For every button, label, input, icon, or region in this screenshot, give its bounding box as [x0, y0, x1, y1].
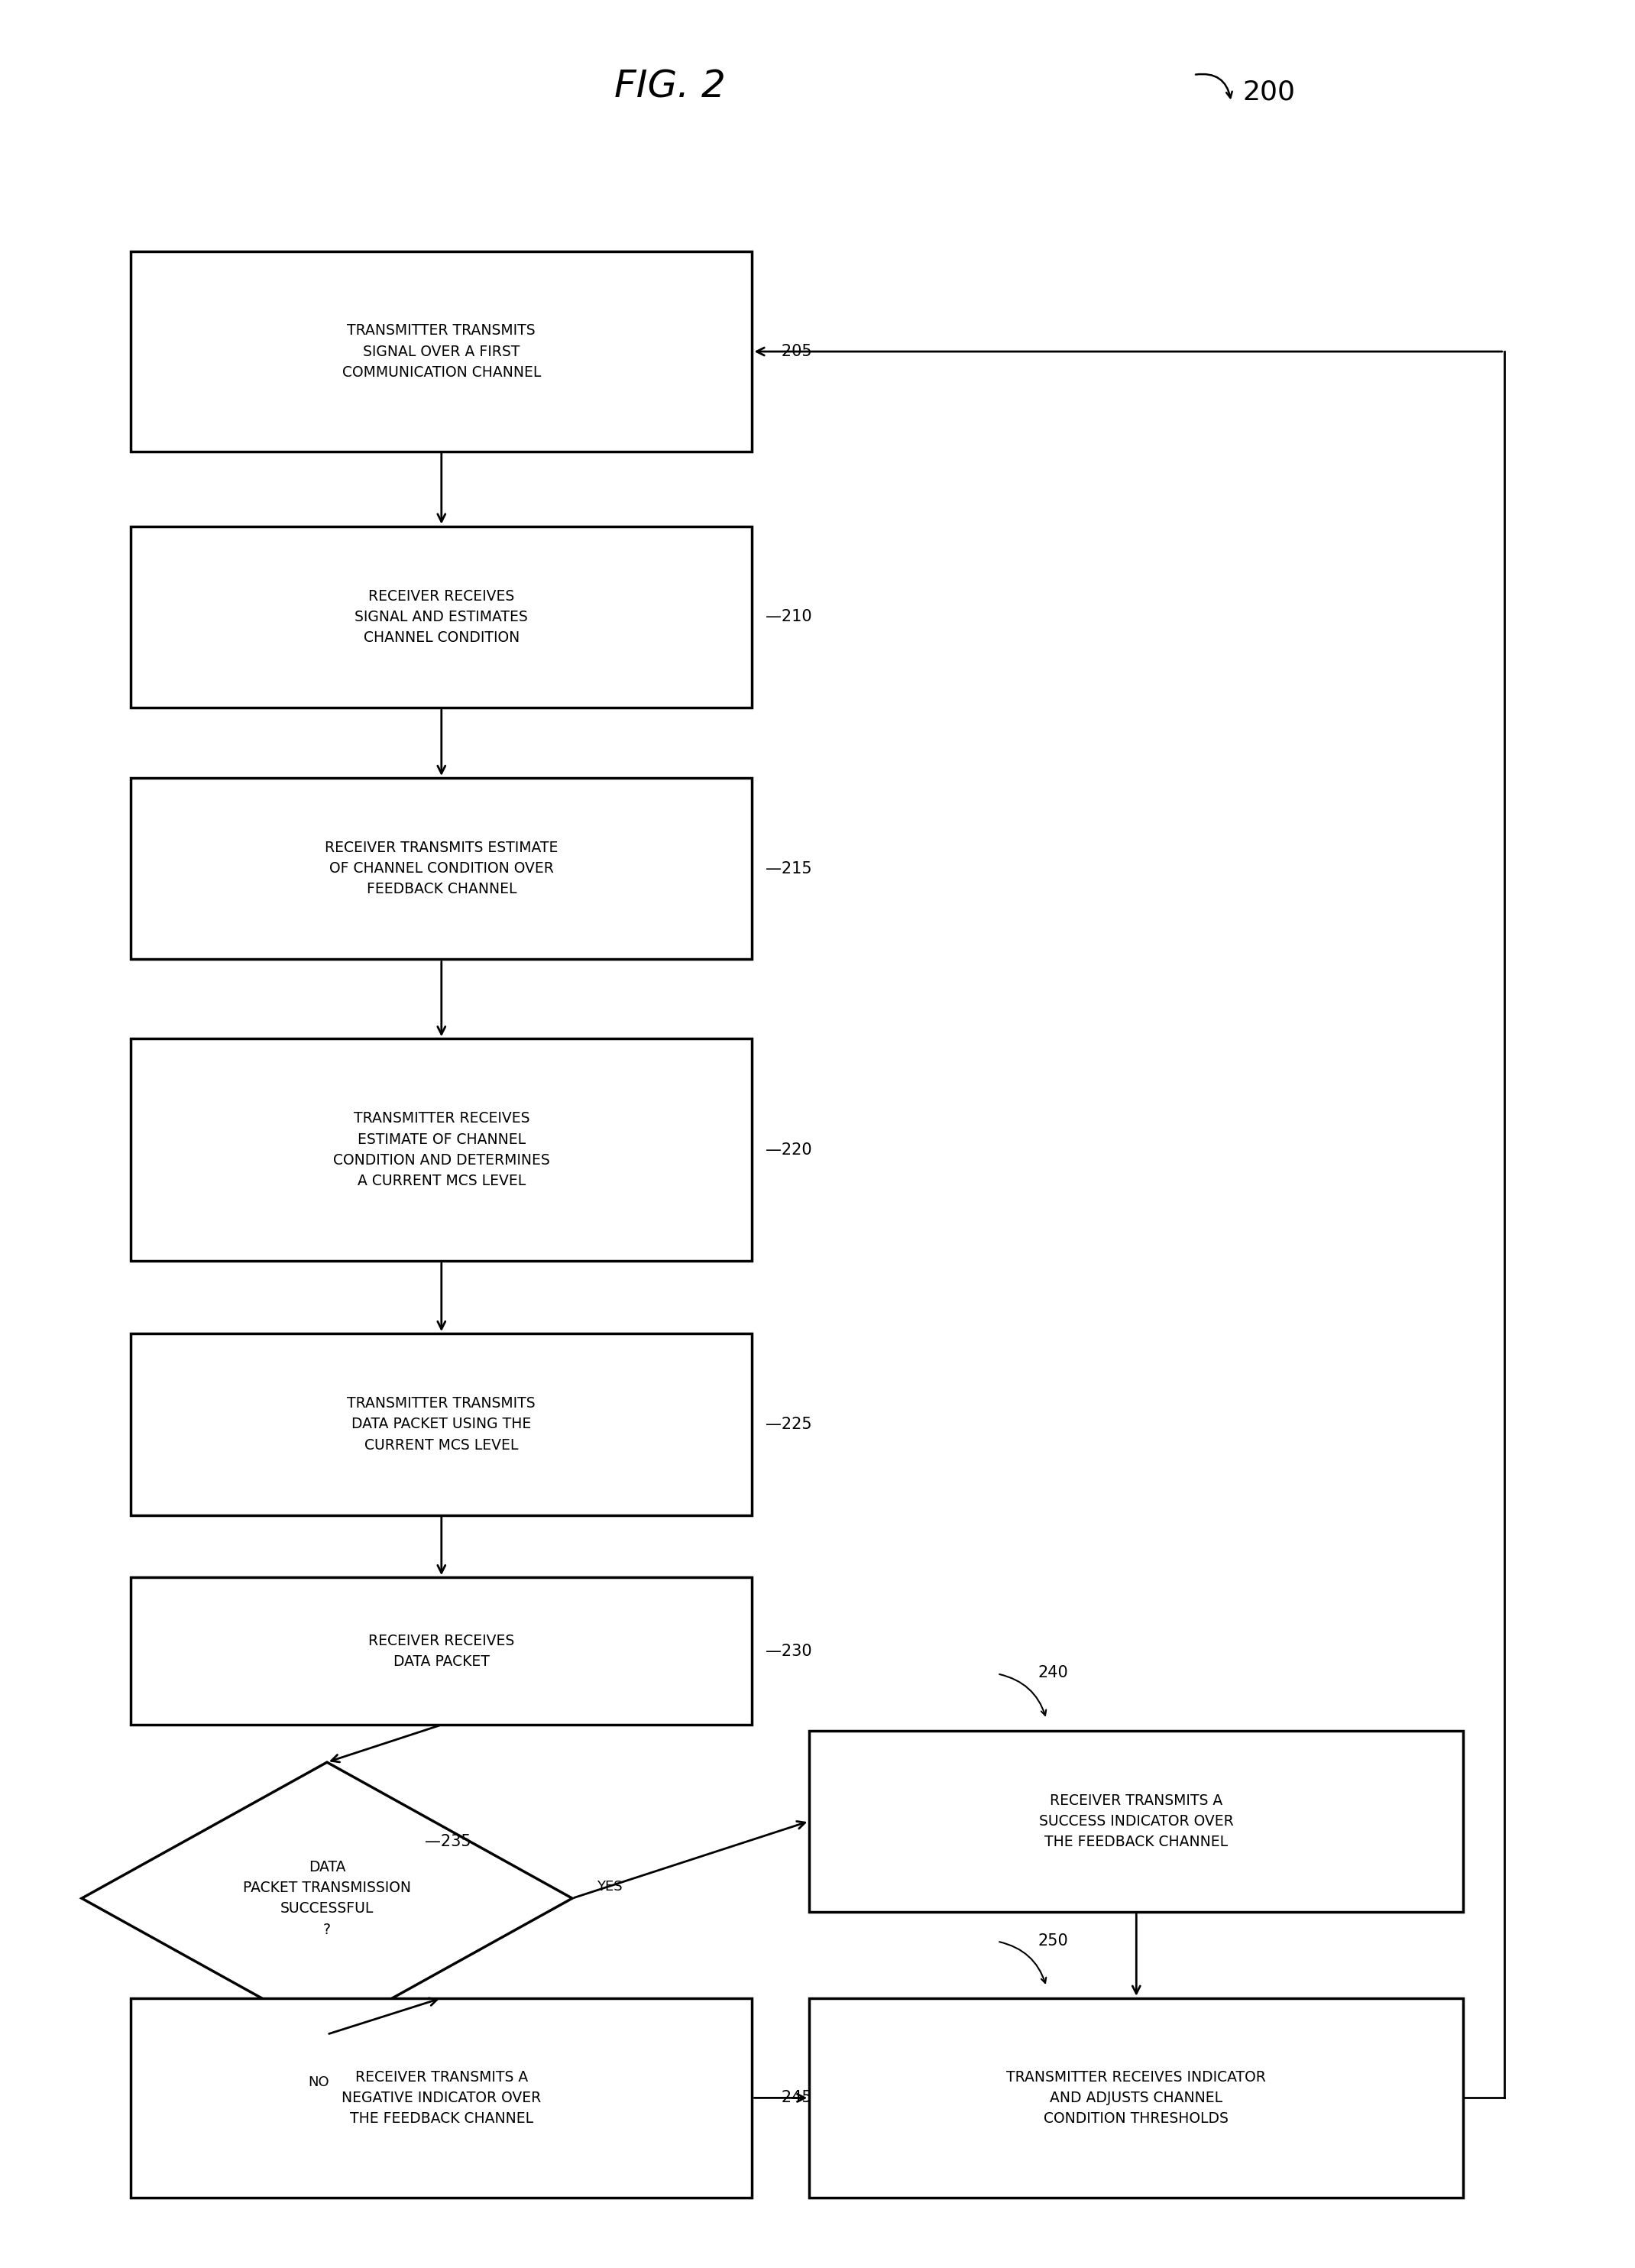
- Text: 200: 200: [1243, 79, 1295, 104]
- Text: YES: YES: [597, 1880, 623, 1894]
- Bar: [131, 252, 752, 451]
- Text: —220: —220: [765, 1143, 811, 1157]
- Text: —210: —210: [765, 610, 811, 624]
- Text: TRANSMITTER RECEIVES INDICATOR
AND ADJUSTS CHANNEL
CONDITION THRESHOLDS: TRANSMITTER RECEIVES INDICATOR AND ADJUS…: [1007, 2071, 1265, 2125]
- Bar: [131, 778, 752, 959]
- Text: TRANSMITTER TRANSMITS
DATA PACKET USING THE
CURRENT MCS LEVEL: TRANSMITTER TRANSMITS DATA PACKET USING …: [347, 1397, 536, 1452]
- Text: RECEIVER RECEIVES
SIGNAL AND ESTIMATES
CHANNEL CONDITION: RECEIVER RECEIVES SIGNAL AND ESTIMATES C…: [355, 590, 528, 644]
- Text: —205: —205: [765, 345, 811, 358]
- Text: RECEIVER TRANSMITS A
NEGATIVE INDICATOR OVER
THE FEEDBACK CHANNEL: RECEIVER TRANSMITS A NEGATIVE INDICATOR …: [342, 2071, 541, 2125]
- Bar: [131, 1998, 752, 2198]
- Bar: [809, 1730, 1463, 1912]
- Text: TRANSMITTER RECEIVES
ESTIMATE OF CHANNEL
CONDITION AND DETERMINES
A CURRENT MCS : TRANSMITTER RECEIVES ESTIMATE OF CHANNEL…: [334, 1111, 549, 1188]
- Bar: [131, 1579, 752, 1724]
- Text: FIG. 2: FIG. 2: [615, 68, 726, 104]
- Text: RECEIVER TRANSMITS ESTIMATE
OF CHANNEL CONDITION OVER
FEEDBACK CHANNEL: RECEIVER TRANSMITS ESTIMATE OF CHANNEL C…: [325, 841, 558, 896]
- Polygon shape: [82, 1762, 572, 2034]
- Text: RECEIVER TRANSMITS A
SUCCESS INDICATOR OVER
THE FEEDBACK CHANNEL: RECEIVER TRANSMITS A SUCCESS INDICATOR O…: [1038, 1794, 1234, 1848]
- Text: 240: 240: [1038, 1665, 1069, 1681]
- Text: 250: 250: [1038, 1932, 1069, 1948]
- Text: TRANSMITTER TRANSMITS
SIGNAL OVER A FIRST
COMMUNICATION CHANNEL: TRANSMITTER TRANSMITS SIGNAL OVER A FIRS…: [342, 324, 541, 379]
- Text: —215: —215: [765, 862, 811, 875]
- Text: —225: —225: [765, 1418, 811, 1431]
- Text: —235: —235: [425, 1835, 471, 1848]
- Bar: [131, 526, 752, 708]
- Text: —230: —230: [765, 1644, 811, 1658]
- Text: DATA
PACKET TRANSMISSION
SUCCESSFUL
?: DATA PACKET TRANSMISSION SUCCESSFUL ?: [244, 1860, 410, 1937]
- Bar: [809, 1998, 1463, 2198]
- Bar: [131, 1039, 752, 1261]
- Text: RECEIVER RECEIVES
DATA PACKET: RECEIVER RECEIVES DATA PACKET: [368, 1633, 515, 1669]
- Text: —245: —245: [765, 2091, 811, 2105]
- Bar: [131, 1334, 752, 1515]
- Text: NO: NO: [309, 2075, 329, 2089]
